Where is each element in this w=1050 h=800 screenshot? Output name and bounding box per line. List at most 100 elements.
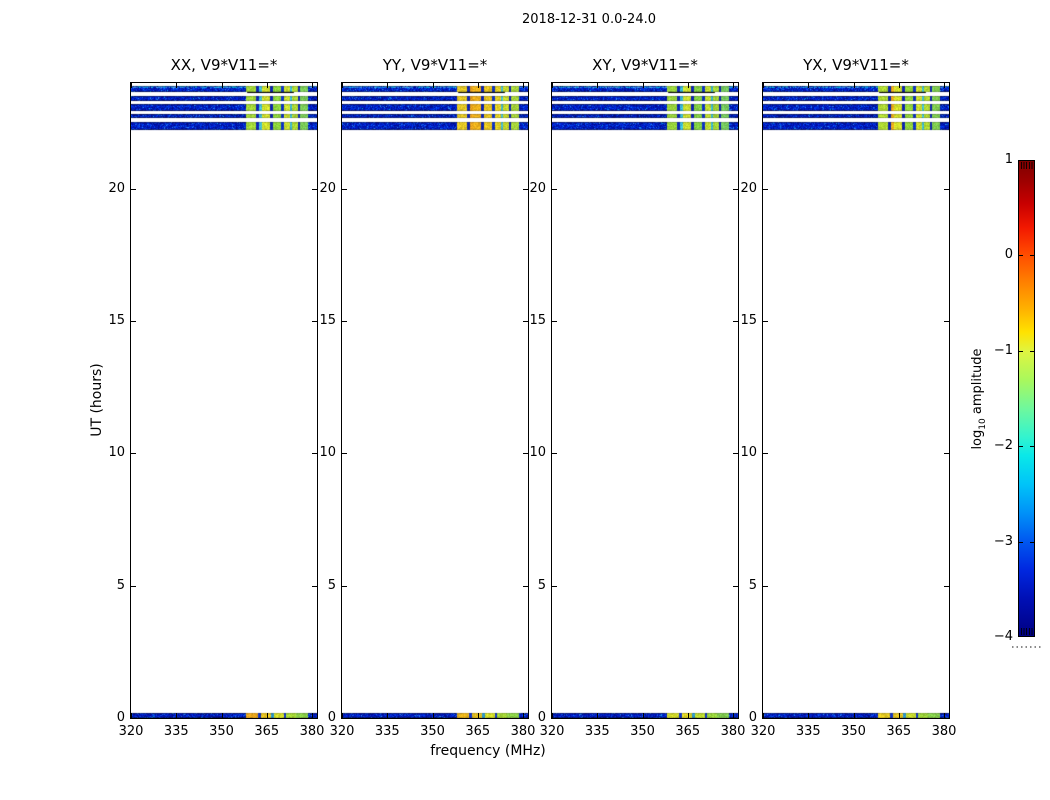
- y-tick-label: 15: [319, 313, 336, 329]
- colorbar-tick: [1019, 350, 1023, 352]
- y-tick: [523, 188, 528, 190]
- y-tick: [733, 188, 738, 190]
- y-tick: [312, 321, 317, 323]
- x-tick: [552, 713, 553, 718]
- y-tick: [312, 585, 317, 587]
- y-tick: [342, 585, 347, 587]
- panel-title-yy: YY, V9*V11=*: [382, 56, 488, 74]
- y-tick: [944, 585, 949, 587]
- x-tick-label: 320: [118, 724, 144, 739]
- x-tick: [221, 83, 223, 88]
- y-tick: [552, 453, 557, 455]
- colorbar-tick-label: 1: [1004, 152, 1013, 167]
- figure-title: 2018-12-31 0.0-24.0: [522, 12, 656, 27]
- x-tick: [808, 83, 810, 88]
- y-tick: [342, 188, 347, 190]
- y-tick: [552, 321, 557, 323]
- y-tick-label: 10: [319, 445, 336, 461]
- colorbar-tick: [1030, 446, 1034, 448]
- x-tick: [432, 713, 434, 718]
- y-tick-label: 5: [116, 577, 125, 593]
- x-tick-label: 365: [675, 724, 701, 739]
- colorbar-tick: [1019, 255, 1023, 257]
- x-tick: [176, 713, 178, 718]
- colorbar-tick-label: −4: [993, 629, 1013, 644]
- y-tick: [131, 188, 136, 190]
- colorbar-tick-label: −2: [993, 438, 1013, 454]
- y-tick: [763, 321, 768, 323]
- y-tick-label: 0: [537, 710, 546, 725]
- x-tick: [387, 713, 389, 718]
- x-tick-label: 320: [539, 724, 565, 739]
- x-tick: [266, 83, 268, 88]
- x-tick: [312, 83, 313, 88]
- x-tick-label: 380: [510, 724, 536, 739]
- heatmap-canvas-xy: [552, 83, 738, 718]
- x-tick: [763, 713, 764, 718]
- y-tick: [733, 453, 738, 455]
- y-tick: [131, 585, 136, 587]
- y-tick-label: 20: [319, 180, 336, 196]
- x-tick-label: 335: [374, 724, 400, 739]
- x-tick-label: 365: [465, 724, 491, 739]
- y-tick-label: 15: [529, 313, 546, 329]
- x-tick: [687, 713, 689, 718]
- colorbar-bottom-hatch-icon: [1021, 628, 1033, 635]
- y-tick: [552, 585, 557, 587]
- x-tick-label: 320: [329, 724, 355, 739]
- colorbar: [1018, 160, 1035, 637]
- x-tick: [898, 713, 900, 718]
- x-tick: [477, 83, 479, 88]
- y-tick: [552, 188, 557, 190]
- panel-xy: [551, 82, 739, 719]
- x-tick: [763, 83, 764, 88]
- x-tick: [898, 83, 900, 88]
- y-tick: [312, 188, 317, 190]
- x-tick: [523, 83, 524, 88]
- y-tick-label: 10: [108, 445, 125, 461]
- x-tick-label: 335: [163, 724, 189, 739]
- x-tick: [342, 83, 343, 88]
- y-tick-label: 20: [529, 180, 546, 196]
- x-tick-label: 350: [841, 724, 866, 739]
- x-tick: [733, 713, 734, 718]
- panel-title-xy: XY, V9*V11=*: [592, 56, 698, 74]
- x-tick: [808, 713, 810, 718]
- heatmap-canvas-xx: [131, 83, 317, 718]
- colorbar-extend-dots-icon: [1012, 646, 1042, 648]
- x-tick-label: 320: [750, 724, 776, 739]
- y-tick: [763, 188, 768, 190]
- colorbar-tick-label: −3: [993, 533, 1013, 549]
- colorbar-tick: [1030, 350, 1034, 352]
- x-tick: [597, 713, 599, 718]
- y-tick: [523, 321, 528, 323]
- x-tick: [597, 83, 599, 88]
- x-tick: [312, 713, 313, 718]
- x-tick: [853, 83, 855, 88]
- x-tick-label: 380: [931, 724, 957, 739]
- y-tick: [312, 453, 317, 455]
- x-tick: [642, 713, 644, 718]
- y-tick: [342, 453, 347, 455]
- panel-yx: [762, 82, 950, 719]
- colorbar-tick: [1019, 541, 1023, 543]
- y-tick-label: 15: [108, 313, 125, 329]
- y-tick-label: 15: [740, 313, 757, 329]
- x-tick-label: 350: [209, 724, 234, 739]
- heatmap-canvas-yy: [342, 83, 528, 718]
- x-tick-label: 335: [584, 724, 610, 739]
- x-tick: [944, 83, 945, 88]
- x-tick: [523, 713, 524, 718]
- x-tick-label: 350: [630, 724, 655, 739]
- x-tick: [432, 83, 434, 88]
- y-tick: [763, 453, 768, 455]
- colorbar-label-subscript: 10: [977, 418, 988, 430]
- x-tick-label: 365: [886, 724, 912, 739]
- x-tick: [642, 83, 644, 88]
- y-tick-label: 5: [327, 577, 336, 593]
- y-axis-label: UT (hours): [89, 363, 105, 437]
- colorbar-tick: [1030, 255, 1034, 257]
- panel-yy: [341, 82, 529, 719]
- y-tick-label: 5: [537, 577, 546, 593]
